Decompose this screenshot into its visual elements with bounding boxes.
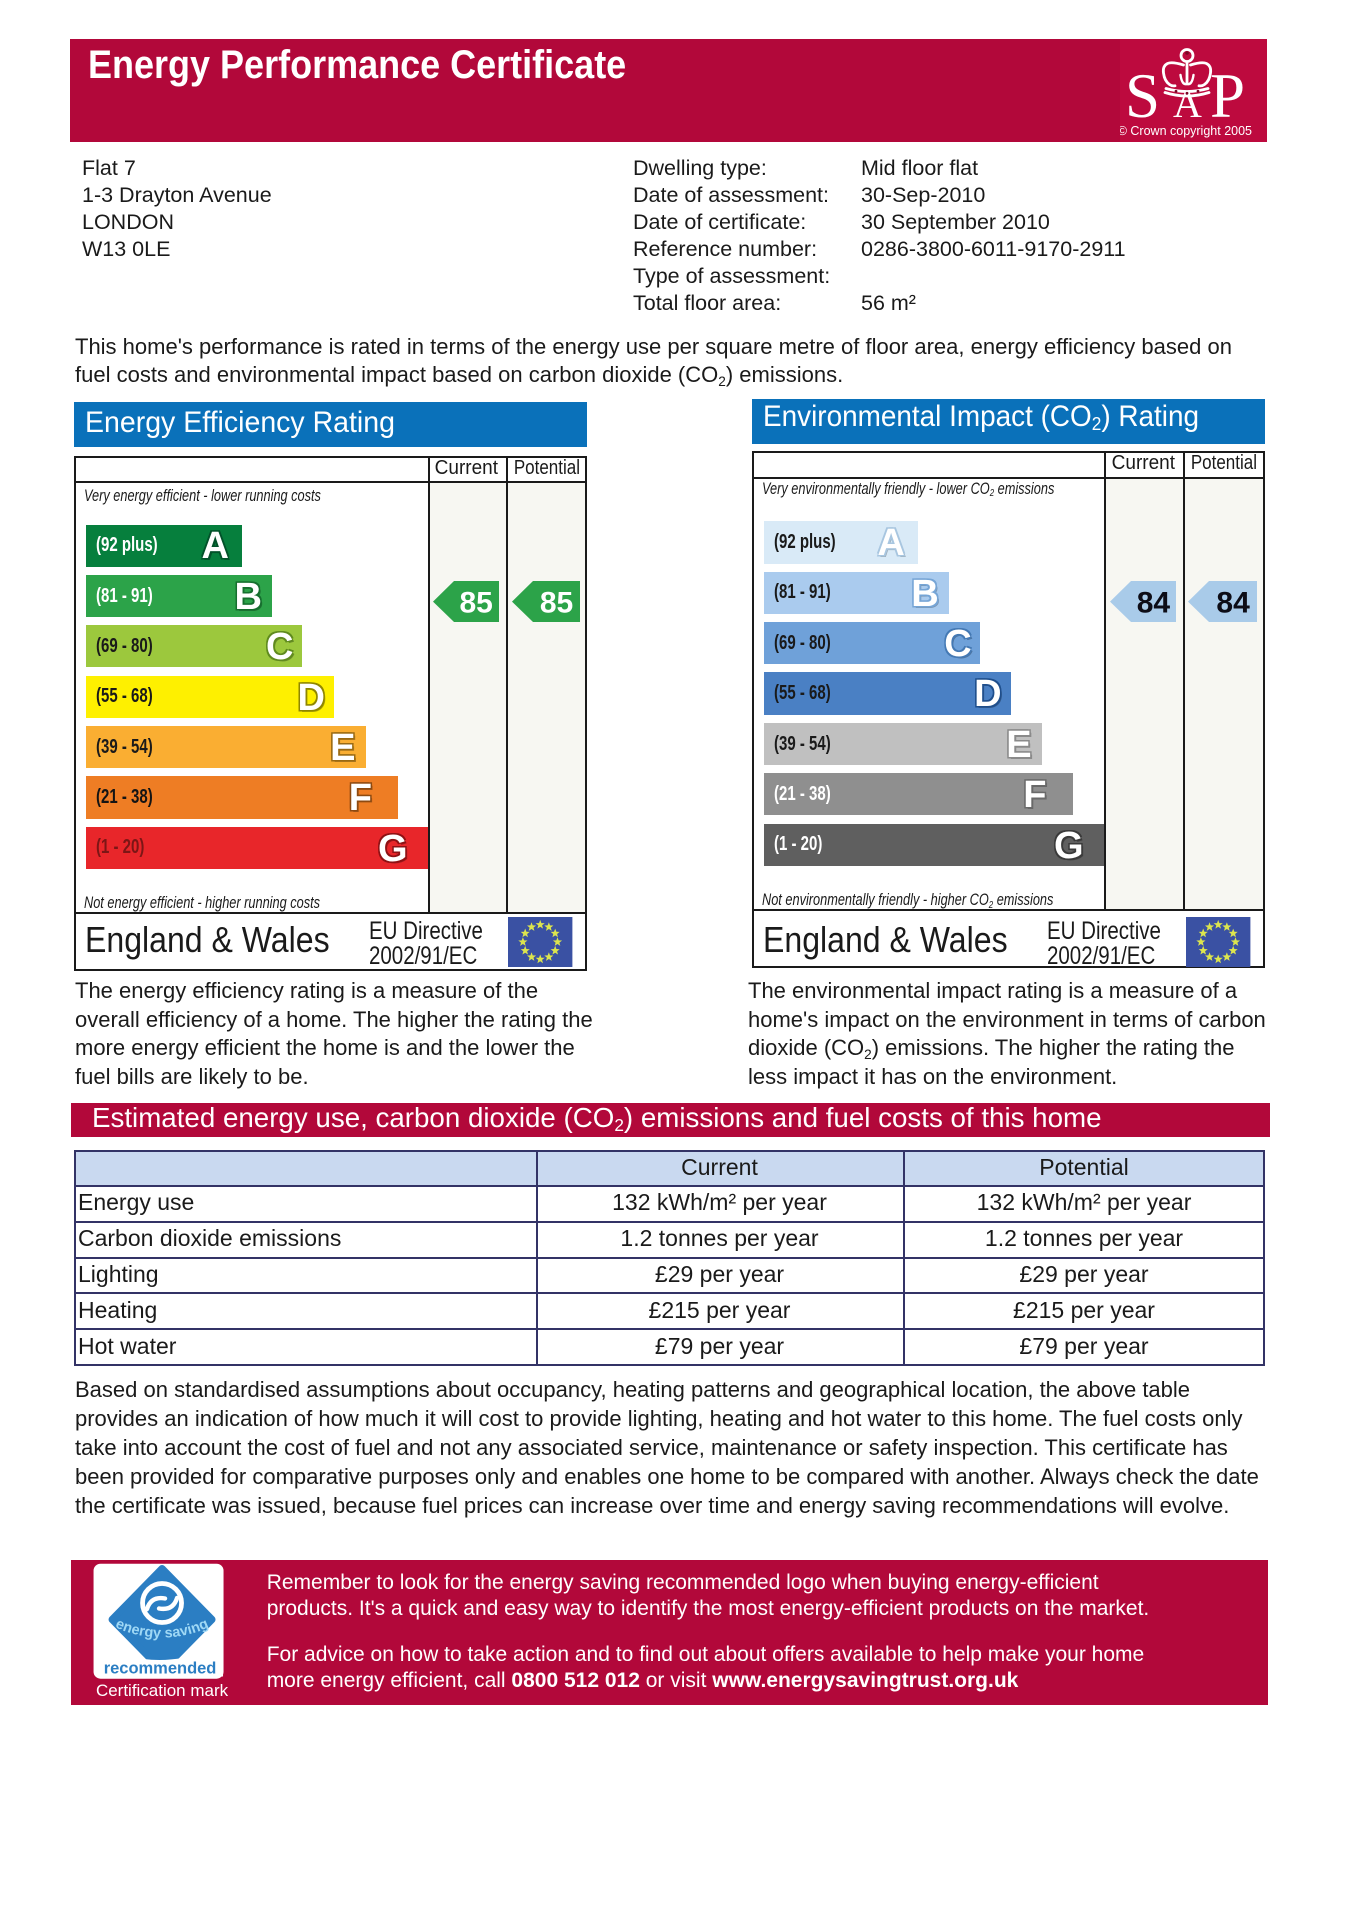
svg-text:P: P (1210, 61, 1245, 131)
svg-text:Certification mark: Certification mark (96, 1681, 229, 1700)
svg-text:85: 85 (539, 586, 572, 619)
svg-text:© Crown copyright 2005: © Crown copyright 2005 (1120, 124, 1252, 138)
svg-text:S: S (1125, 61, 1160, 131)
svg-text:recommended: recommended (104, 1660, 217, 1678)
svg-text:84: 84 (1136, 586, 1170, 619)
svg-text:A: A (1173, 81, 1202, 126)
svg-text:84: 84 (1217, 586, 1251, 619)
svg-text:85: 85 (460, 586, 493, 619)
